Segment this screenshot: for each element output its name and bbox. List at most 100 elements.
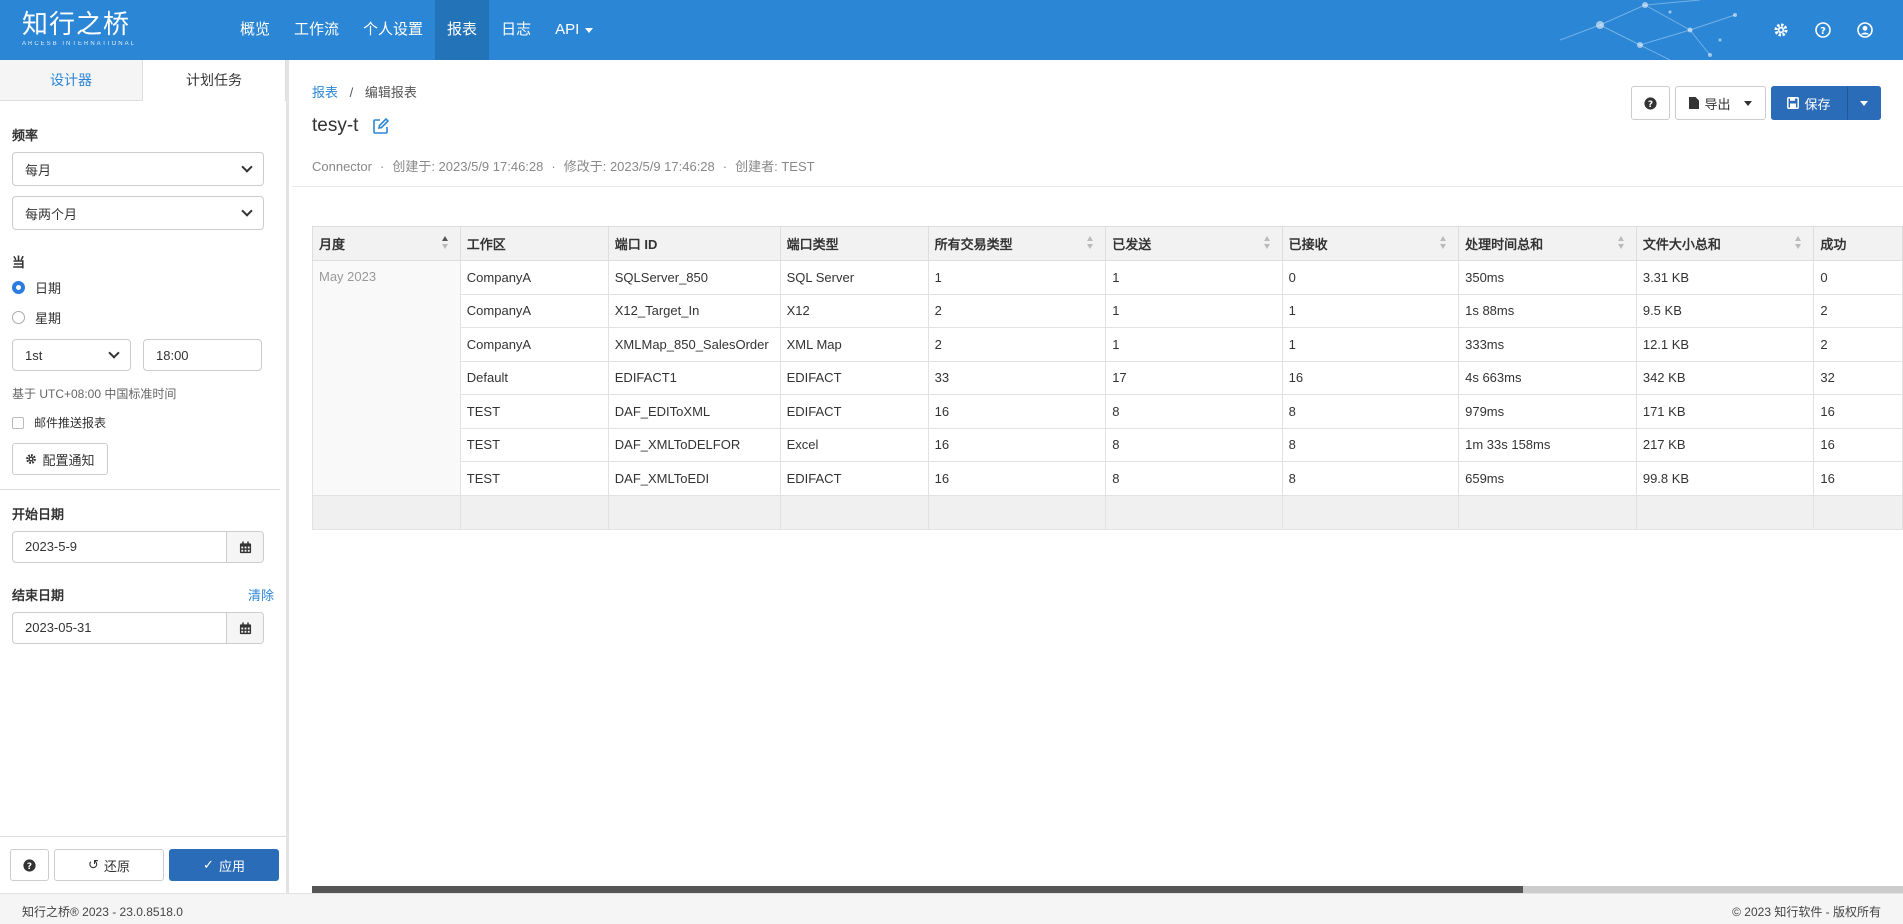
- day-time-row: 1st 18:00: [12, 339, 274, 371]
- end-date-value: 2023-05-31: [25, 620, 92, 635]
- configure-notification-button[interactable]: 配置通知: [12, 443, 108, 475]
- day-select[interactable]: 1st: [12, 339, 131, 371]
- nav-item-api[interactable]: API: [543, 0, 605, 60]
- column-header-processing-time[interactable]: 处理时间总和: [1458, 226, 1637, 261]
- sort-asc-icon: [441, 236, 448, 249]
- apply-button[interactable]: ✓ 应用: [169, 849, 279, 881]
- frequency-label: 频率: [12, 128, 39, 143]
- end-date-field[interactable]: 2023-05-31: [12, 612, 264, 644]
- table-cell: 1: [927, 260, 1107, 295]
- table-cell: 171 KB: [1635, 394, 1815, 429]
- clear-end-date-link[interactable]: 清除: [247, 588, 274, 603]
- table-cell: SQL Server: [779, 260, 929, 295]
- table-cell: XML Map: [779, 327, 929, 362]
- column-header-label: 处理时间总和: [1465, 237, 1544, 252]
- table-row: CompanyA XMLMap_850_SalesOrder XML Map 2 1 1 3…: [313, 327, 1903, 362]
- table-cell: 16: [1281, 360, 1460, 395]
- chevron-down-icon: [585, 27, 594, 33]
- radio-week-label: 星期: [35, 310, 62, 326]
- page-footer: 知行之桥® 2023 - 23.0.8518.0 © 2023 知行软件 - 版…: [0, 893, 1903, 924]
- table-cell: 99.8 KB: [1635, 461, 1815, 496]
- export-button[interactable]: 导出: [1675, 86, 1766, 120]
- logo-subtext: ARCESB INTERNATIONAL: [22, 41, 136, 47]
- month-cell: May 2023: [312, 260, 461, 496]
- column-header-port-type[interactable]: 端口类型: [779, 226, 929, 261]
- edit-icon[interactable]: [372, 117, 390, 135]
- revert-button[interactable]: ↺ 还原: [54, 849, 164, 881]
- svg-text:?: ?: [1820, 26, 1826, 37]
- brand-logo[interactable]: 知行之桥 ARCESB INTERNATIONAL: [22, 10, 136, 48]
- total-cell: [459, 494, 609, 530]
- table-header-row: 月度 工作区 端口 ID 端口类型 所有交易类型 已发送 已接收 处理时间总和 …: [312, 226, 1903, 261]
- scrollbar-thumb[interactable]: [312, 886, 1523, 893]
- table-cell: 16: [1813, 461, 1903, 496]
- table-cell: 8: [1281, 461, 1460, 496]
- column-header-received[interactable]: 已接收: [1281, 226, 1460, 261]
- sidebar-tabs: 设计器 计划任务: [0, 60, 286, 101]
- column-header-transaction-types[interactable]: 所有交易类型: [927, 226, 1107, 261]
- table-cell: 333ms: [1458, 327, 1637, 362]
- nav-item-profile[interactable]: 个人设置: [363, 21, 424, 38]
- table-cell: 16: [927, 461, 1107, 496]
- footer-version: 知行之桥® 2023 - 23.0.8518.0: [22, 905, 183, 919]
- sidebar-help-button[interactable]: ?: [10, 849, 49, 881]
- svg-text:?: ?: [1648, 99, 1653, 109]
- save-button-group: 保存: [1771, 86, 1881, 120]
- table-cell: X12_Target_In: [607, 293, 781, 328]
- file-icon: [1689, 97, 1700, 109]
- table-cell: 1m 33s 158ms: [1458, 427, 1637, 462]
- nav-item-workflow[interactable]: 工作流: [294, 21, 340, 38]
- calendar-icon[interactable]: [226, 532, 263, 562]
- horizontal-scrollbar[interactable]: [312, 886, 1903, 893]
- table-cell: DAF_XMLToDELFOR: [607, 427, 781, 462]
- column-header-sent[interactable]: 已发送: [1105, 226, 1283, 261]
- radio-by-date[interactable]: 日期: [12, 279, 274, 296]
- table-cell: TEST: [459, 461, 609, 496]
- report-help-button[interactable]: ?: [1631, 86, 1670, 120]
- column-header-file-size[interactable]: 文件大小总和: [1635, 226, 1815, 261]
- calendar-icon[interactable]: [226, 613, 263, 643]
- nav-item-logs[interactable]: 日志: [501, 21, 532, 38]
- column-header-label: 月度: [319, 237, 346, 252]
- column-header-success[interactable]: 成功: [1813, 226, 1903, 261]
- network-decoration-icon: [1560, 0, 1737, 60]
- gear-icon: [26, 454, 37, 464]
- frequency-select[interactable]: 每月: [12, 152, 264, 186]
- top-icon-group: ?: [1773, 0, 1873, 60]
- breadcrumb-reports-link[interactable]: 报表: [312, 85, 339, 100]
- nav-item-reports[interactable]: 报表: [435, 0, 490, 60]
- total-cell: [607, 494, 781, 530]
- divider: [0, 489, 280, 490]
- meta-separator: ·: [379, 159, 385, 174]
- save-button[interactable]: 保存: [1771, 86, 1847, 120]
- time-input[interactable]: 18:00: [143, 339, 262, 371]
- email-report-checkbox[interactable]: 邮件推送报表: [12, 414, 274, 431]
- schedule-sidebar: 设计器 计划任务 频率 每月 每两个月 当 日期 星期 1st 18:00: [0, 60, 289, 893]
- table-cell: 1: [1281, 293, 1460, 328]
- column-header-month[interactable]: 月度: [312, 226, 461, 261]
- radio-by-week[interactable]: 星期: [12, 309, 274, 326]
- column-header-port-id[interactable]: 端口 ID: [607, 226, 781, 261]
- table-cell: 659ms: [1458, 461, 1637, 496]
- user-icon[interactable]: [1857, 22, 1873, 38]
- help-icon[interactable]: ?: [1815, 22, 1831, 38]
- table-cell: TEST: [459, 427, 609, 462]
- table-cell: 2: [927, 327, 1107, 362]
- chevron-down-icon: [1743, 100, 1752, 106]
- table-cell: 16: [927, 427, 1107, 462]
- gear-icon[interactable]: [1773, 22, 1789, 38]
- tab-schedule[interactable]: 计划任务: [142, 60, 286, 101]
- table-cell: CompanyA: [459, 327, 609, 362]
- check-icon: ✓: [203, 857, 214, 872]
- column-header-workspace[interactable]: 工作区: [459, 226, 609, 261]
- nav-item-overview[interactable]: 概览: [240, 21, 271, 38]
- interval-select[interactable]: 每两个月: [12, 196, 264, 230]
- table-row: TEST DAF_XMLToDELFOR Excel 16 8 8 1m 33s 158ms…: [313, 427, 1903, 462]
- day-value: 1st: [25, 347, 43, 363]
- start-date-field[interactable]: 2023-5-9: [12, 531, 264, 563]
- save-dropdown-toggle[interactable]: [1847, 86, 1881, 120]
- report-meta: Connector · 创建于: 2023/5/9 17:46:28 · 修改于: 20…: [312, 156, 815, 175]
- total-cell: [1105, 494, 1283, 530]
- tab-designer[interactable]: 设计器: [50, 72, 92, 88]
- end-date-label-text: 结束日期: [12, 588, 65, 603]
